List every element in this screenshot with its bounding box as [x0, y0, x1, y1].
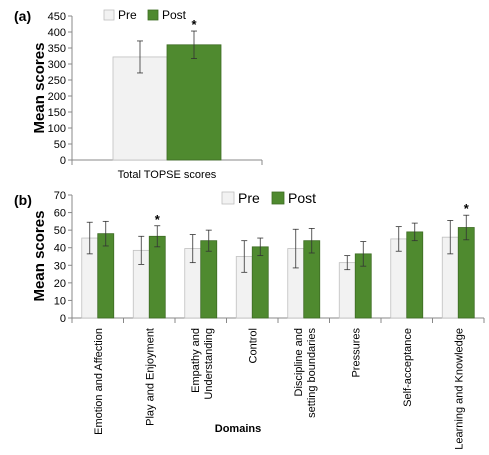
- panel-a-y-tick-label: 250: [48, 75, 66, 87]
- panel-b-y-axis-title: Mean scores: [31, 211, 48, 302]
- panel-a-y-tick-label: 300: [48, 59, 66, 71]
- panel-b-category-label: Pressures: [350, 328, 362, 378]
- panel-b-significance-marker: *: [155, 212, 161, 227]
- panel-a-significance-marker: *: [191, 17, 197, 32]
- panel-b-y-tick-label: 30: [54, 260, 66, 272]
- panel-b-bar-post: [200, 240, 218, 319]
- panel-a-legend-swatch-post: [147, 9, 159, 21]
- panel-b-y-tick-label: 50: [54, 225, 66, 237]
- panel-b-category-label: Learning and Knowledge: [453, 328, 465, 450]
- panel-b-y-tick-label: 20: [54, 278, 66, 290]
- panel-a-category-label: Total TOPSE scores: [118, 169, 217, 181]
- panel-a-plot: 0 50 100 150 200 250 300 350 400 450 * Total TOPSE …: [48, 8, 263, 181]
- panel-a-y-tick-label: 350: [48, 43, 66, 55]
- panel-a-bar-post: [166, 44, 222, 161]
- panel-b-y-tick-label: 0: [60, 313, 66, 325]
- panel-b-bar-post: [406, 231, 424, 319]
- panel-b-category-label: Control: [247, 328, 259, 363]
- panel-b-label: (b): [14, 192, 32, 208]
- panel-b-y-tick-label: 10: [54, 295, 66, 307]
- panel-b-category-label: Discipline andsetting boundaries: [293, 328, 318, 418]
- panel-b-category-label: Emotion and Affection: [93, 328, 105, 435]
- panel-b-significance-marker: *: [464, 201, 470, 216]
- panel-b-y-tick-label: 70: [54, 190, 66, 202]
- panel-a-y-tick-label: 150: [48, 107, 66, 119]
- panel-b-bar-post: [457, 227, 475, 319]
- panel-b-legend-label-pre: Pre: [238, 190, 260, 206]
- panel-a-label: (a): [14, 8, 31, 24]
- panel-b-bar-pre: [338, 262, 356, 319]
- panel-b-x-axis-title: Domains: [215, 423, 261, 435]
- panel-a-y-tick-label: 400: [48, 27, 66, 39]
- panel-a-y-tick-label: 100: [48, 123, 66, 135]
- panel-a-legend-label-pre: Pre: [118, 8, 137, 22]
- panel-b-legend-swatch-pre: [221, 191, 235, 205]
- panel-b-category-label: Play and Enjoyment: [144, 328, 156, 426]
- panel-a-y-tick-label: 200: [48, 91, 66, 103]
- panel-b-category-label: Self-acceptance: [402, 328, 414, 407]
- panel-b-bar-post: [251, 246, 269, 319]
- panel-b-plot: 0 10 20 30 40 50 60 70 Emotion and Affection * Pla…: [54, 190, 485, 450]
- panel-a-y-tick-label: 0: [60, 155, 66, 167]
- panel-a-legend-swatch-pre: [103, 9, 115, 21]
- panel-b-category-label: Empathy andUnderstanding: [190, 328, 215, 400]
- panel-a-y-tick-label: 450: [48, 11, 66, 23]
- panel-a-y-tick-label: 50: [54, 139, 66, 151]
- panel-b-legend-swatch-post: [271, 191, 285, 205]
- panel-a-y-axis-title: Mean scores: [31, 43, 48, 134]
- panel-b-y-tick-label: 60: [54, 208, 66, 220]
- panel-a-legend-label-post: Post: [162, 8, 187, 22]
- panel-b-bar-post: [148, 235, 166, 319]
- panel-b-y-tick-label: 40: [54, 243, 66, 255]
- panel-b-legend-label-post: Post: [288, 190, 316, 206]
